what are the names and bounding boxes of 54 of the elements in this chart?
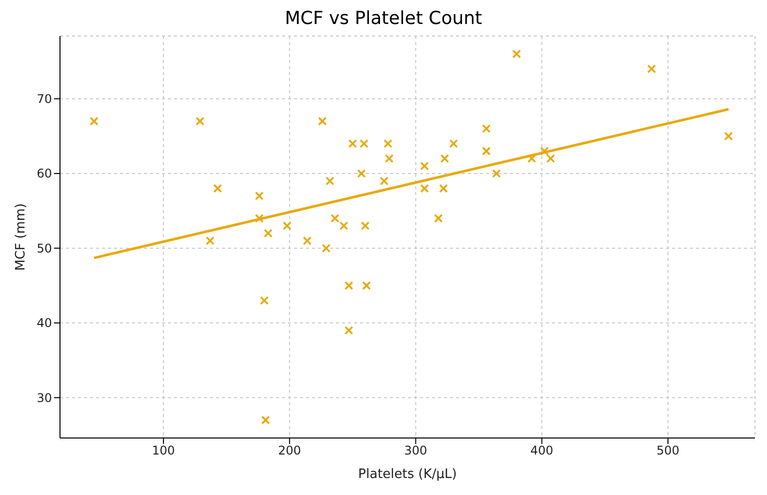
point — [264, 228, 273, 238]
point — [482, 124, 491, 134]
point — [360, 221, 370, 230]
point — [344, 326, 354, 335]
x-tick-label: 200 — [278, 444, 302, 458]
point — [440, 154, 450, 163]
point — [196, 116, 204, 126]
point — [384, 139, 392, 148]
point — [439, 184, 448, 193]
point — [362, 281, 371, 290]
point — [254, 192, 264, 200]
point — [384, 154, 394, 163]
point — [512, 50, 522, 58]
point — [282, 221, 292, 230]
point — [348, 139, 358, 148]
point — [380, 176, 389, 186]
point — [482, 146, 491, 156]
point — [449, 139, 458, 148]
point — [357, 169, 366, 178]
point — [254, 214, 264, 223]
point — [322, 244, 331, 253]
y-tick-label: 40 — [36, 316, 52, 330]
y-tick-label: 50 — [36, 241, 52, 256]
x-tick-label: 300 — [404, 444, 428, 458]
point — [434, 214, 443, 223]
point — [492, 169, 501, 178]
x-tick-label: 100 — [152, 444, 175, 458]
point — [647, 64, 656, 74]
point — [546, 154, 556, 163]
point — [326, 176, 334, 186]
point — [260, 296, 269, 305]
point — [420, 184, 429, 193]
point — [540, 146, 549, 156]
point — [206, 236, 214, 246]
point — [339, 221, 348, 230]
y-axis-title: MCF (mm) — [14, 203, 29, 271]
y-tick-label: 60 — [36, 166, 52, 181]
y-tick-label: 30 — [36, 390, 52, 405]
point — [330, 214, 340, 223]
point — [420, 162, 429, 170]
point — [90, 116, 98, 126]
x-axis-title: Platelets (K/µL) — [358, 467, 457, 482]
point — [318, 116, 327, 126]
point — [213, 184, 222, 193]
point — [261, 416, 270, 424]
point — [724, 132, 733, 141]
point — [527, 154, 536, 163]
x-tick-label: 400 — [530, 444, 554, 458]
point — [302, 236, 312, 246]
chart-title: MCF vs Platelet Count — [284, 8, 484, 31]
point — [344, 281, 354, 290]
x-tick-label: 500 — [656, 444, 680, 458]
y-tick-label: 70 — [36, 92, 52, 106]
point — [360, 139, 368, 148]
